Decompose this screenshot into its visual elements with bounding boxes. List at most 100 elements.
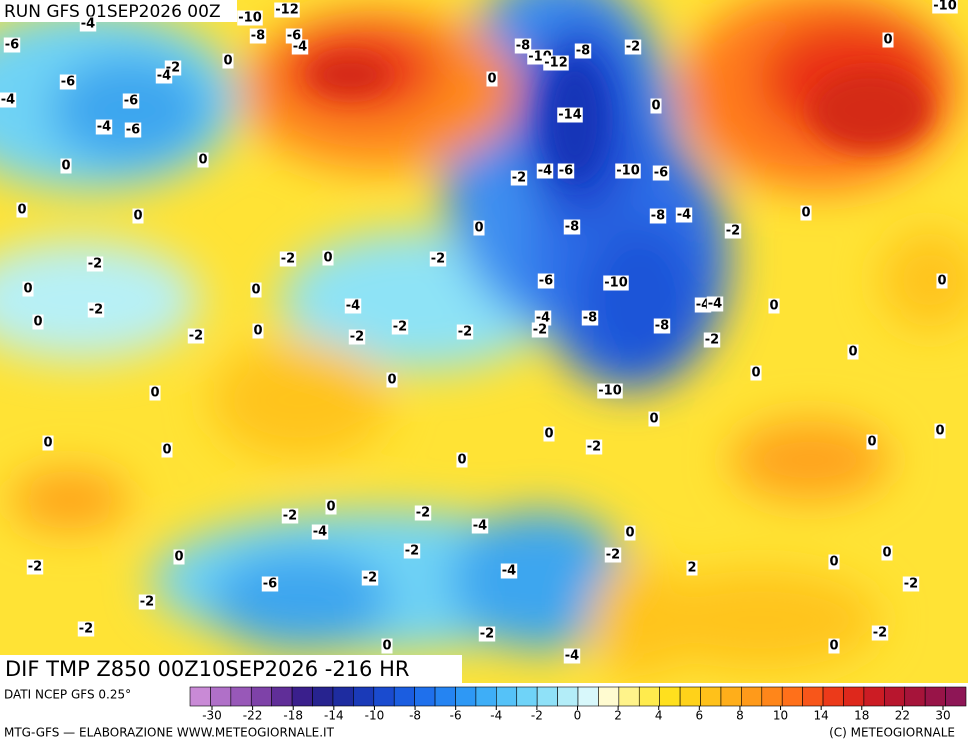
colorbar-swatch — [802, 686, 824, 707]
contour-label: 0 — [829, 555, 838, 570]
colorbar-swatch — [659, 686, 681, 707]
contour-label: -8 — [516, 39, 530, 54]
contour-label: -4 — [81, 17, 95, 32]
map-title: DIF TMP Z850 00Z10SEP2026 -216 HR — [5, 657, 409, 681]
contour-label-bg — [871, 625, 889, 641]
colorbar-tick-label: -2 — [531, 709, 543, 723]
contour-label: -6 — [559, 164, 573, 179]
colorbar-tick-label: -6 — [450, 709, 462, 723]
contour-label: 0 — [935, 424, 944, 439]
contour-label-bg — [59, 74, 77, 90]
contour-label-bg — [557, 107, 583, 123]
colorbar-swatch — [516, 686, 538, 707]
contour-label-bg — [348, 329, 366, 345]
contour-label: -2 — [606, 548, 620, 563]
run-label: RUN GFS 01SEP2026 00Z — [4, 2, 221, 22]
colorbar-swatch — [353, 686, 375, 707]
contour-label: 0 — [253, 324, 262, 339]
contour-label-bg — [138, 594, 156, 610]
contour-label: 0 — [882, 546, 891, 561]
contour-label: -2 — [458, 325, 472, 340]
colorbar-swatch — [475, 686, 497, 707]
contour-label: -4 — [293, 40, 307, 55]
contour-label-bg — [534, 310, 552, 326]
contour-label-bg — [237, 10, 263, 26]
colorbar-swatch — [720, 686, 742, 707]
contour-label-bg — [537, 273, 555, 289]
contour-label: -6 — [61, 75, 75, 90]
contour-label: 0 — [33, 315, 42, 330]
colorbar-swatch — [638, 686, 660, 707]
contour-label-bg — [0, 92, 17, 108]
contour-label: -2 — [416, 506, 430, 521]
contour-label: -2 — [283, 509, 297, 524]
contour-label: 0 — [17, 203, 26, 218]
colorbar-swatch — [496, 686, 518, 707]
contour-label-bg — [902, 576, 920, 592]
contour-label-bg — [478, 626, 496, 642]
contour-label: -4 — [708, 297, 722, 312]
contour-label-bg — [500, 563, 518, 579]
colorbar-tick-label: 14 — [814, 709, 829, 723]
contour-label-bg — [866, 434, 878, 450]
contour-label: -8 — [251, 29, 265, 44]
colorbar-swatch — [781, 686, 803, 707]
contour-label: -2 — [189, 329, 203, 344]
colorbar-swatch — [843, 686, 865, 707]
contour-label-bg — [750, 365, 762, 381]
colorbar-tick-label: 8 — [736, 709, 744, 723]
contour-label-bg — [86, 256, 104, 272]
contour-label-bg — [603, 275, 629, 291]
colorbar-tick-label: 2 — [614, 709, 622, 723]
contour-label-bg — [563, 219, 581, 235]
colorbar-tick-label: 6 — [696, 709, 704, 723]
contour-label-bg — [648, 411, 660, 427]
colorbar-swatch — [679, 686, 701, 707]
colorbar-swatch — [618, 686, 640, 707]
footer-right: (C) METEOGIORNALE — [829, 726, 955, 740]
contour-label: -8 — [565, 220, 579, 235]
contour-label: -6 — [126, 123, 140, 138]
contour-label-bg — [473, 220, 485, 236]
contour-label: 0 — [223, 54, 232, 69]
contour-label: 0 — [61, 159, 70, 174]
contour-label: -2 — [533, 323, 547, 338]
contour-label-bg — [161, 442, 173, 458]
contour-label: 2 — [687, 561, 696, 576]
contour-label-bg — [624, 525, 636, 541]
contour-label-bg — [768, 298, 780, 314]
contour-label-bg — [510, 170, 528, 186]
contour-label-bg — [653, 318, 671, 334]
run-box — [0, 0, 237, 22]
contour-label-bg — [87, 302, 105, 318]
contour-label-bg — [615, 163, 641, 179]
colorbar-swatch — [577, 686, 599, 707]
colorbar-swatch — [373, 686, 395, 707]
contour-label-bg — [557, 163, 575, 179]
contour-label: 0 — [801, 206, 810, 221]
colorbar-tick-label: -18 — [283, 709, 303, 723]
contour-label-bg — [279, 251, 297, 267]
contour-label-bg — [60, 158, 72, 174]
contour-label-bg — [3, 37, 21, 53]
contour-label-bg — [652, 165, 670, 181]
contour-label: 0 — [387, 373, 396, 388]
contour-label-bg — [95, 119, 113, 135]
contour-label-bg — [847, 344, 859, 360]
contour-label-bg — [686, 560, 698, 576]
contour-label-bg — [155, 68, 173, 84]
contour-label-bg — [291, 39, 309, 55]
contour-label-bg — [597, 383, 623, 399]
contour-label: 0 — [848, 345, 857, 360]
contour-label-bg — [604, 547, 622, 563]
contour-label: -10 — [238, 11, 262, 26]
contour-label-bg — [563, 648, 581, 664]
contour-label: -4 — [538, 164, 552, 179]
colorbar-tick-label: -4 — [490, 709, 502, 723]
contour-label-bg — [386, 372, 398, 388]
contour-label: 0 — [544, 427, 553, 442]
contour-label: 0 — [323, 251, 332, 266]
contour-label-bg — [132, 208, 144, 224]
